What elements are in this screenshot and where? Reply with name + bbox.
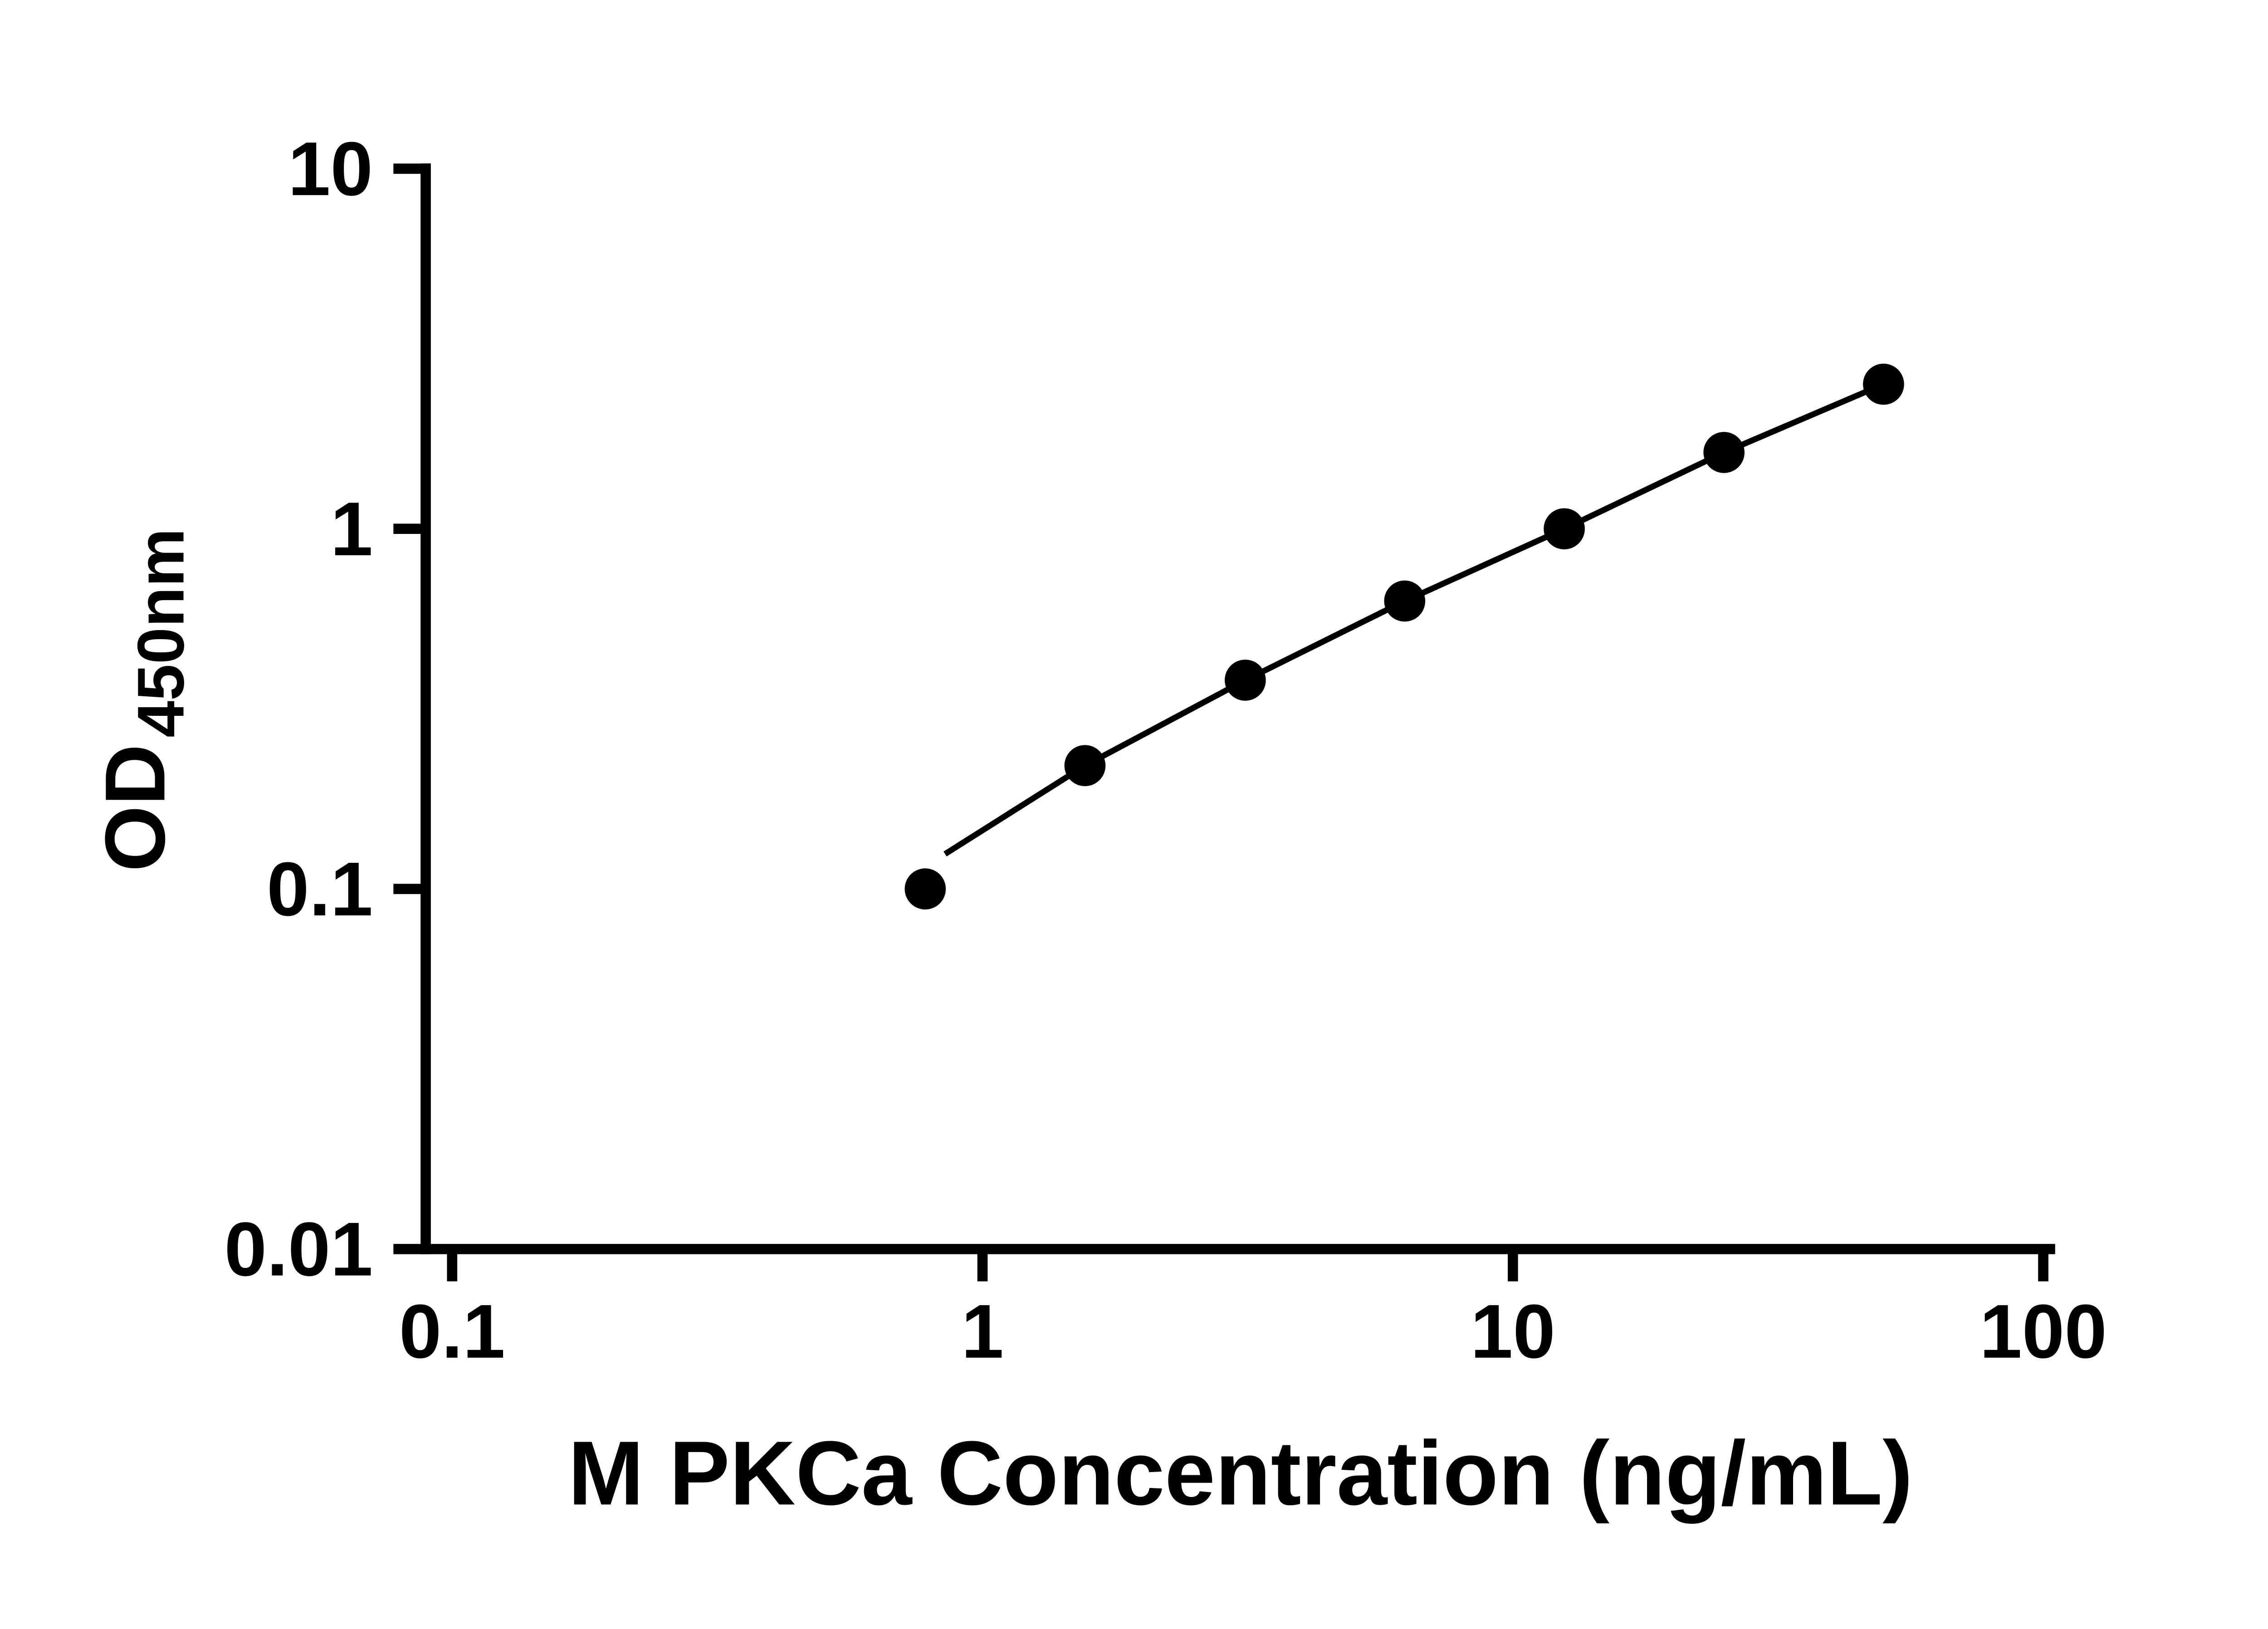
y-axis-title: OD 450nm: [87, 528, 197, 871]
data-point: [1064, 745, 1106, 787]
data-point: [1863, 363, 1904, 405]
x-tick-label: 10: [1471, 1289, 1555, 1374]
y-tick-label: 0.01: [225, 1207, 373, 1292]
x-tick-label: 1: [961, 1289, 1004, 1374]
x-tick-label: 100: [1980, 1289, 2107, 1374]
y-axis-title-main: OD: [87, 744, 182, 872]
data-point: [1544, 508, 1585, 550]
data-point: [904, 868, 946, 910]
y-axis-title-subscript: 450nm: [124, 528, 198, 737]
data-point: [1703, 432, 1745, 473]
x-tick-label: 0.1: [399, 1289, 505, 1374]
y-tick-label: 10: [288, 126, 373, 211]
y-tick-label: 1: [330, 486, 373, 572]
x-axis-title: M PKCa Concentration (ng/mL): [568, 1422, 1913, 1524]
data-point: [1225, 660, 1266, 701]
data-point: [1384, 580, 1426, 622]
y-tick-label: 0.1: [267, 846, 373, 932]
